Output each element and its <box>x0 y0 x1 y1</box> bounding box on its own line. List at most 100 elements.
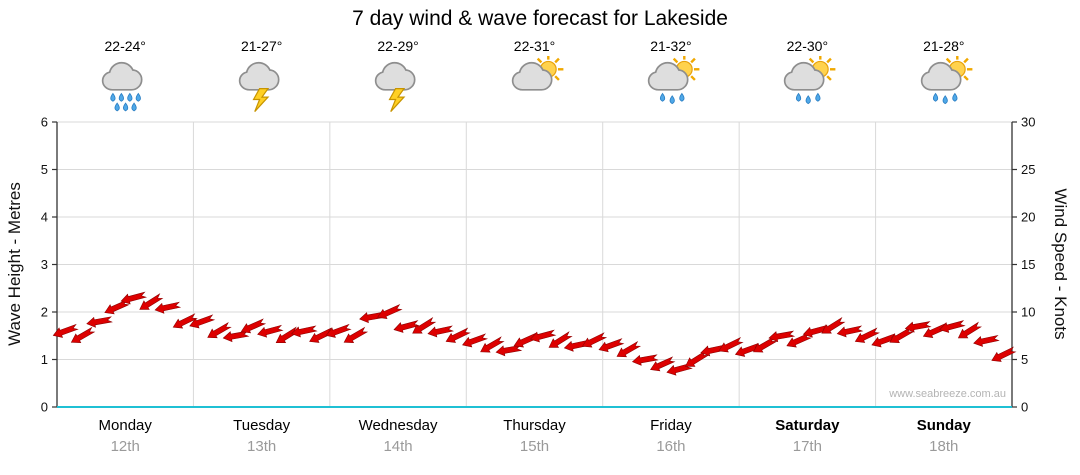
wind-arrow <box>291 325 318 338</box>
day-axis-item: Sunday 18th <box>874 417 1014 455</box>
day-column: 22-31° <box>475 38 595 114</box>
cloud <box>920 61 962 91</box>
temperature-range: 21-27° <box>240 38 283 54</box>
day-date: 12th <box>110 438 140 455</box>
right-tick-label: 10 <box>1021 305 1035 320</box>
wind-arrow <box>582 332 608 348</box>
wind-arrow <box>240 318 267 334</box>
wind-arrow <box>957 321 982 339</box>
day-date: 14th <box>383 438 413 455</box>
wind-arrow <box>427 325 455 338</box>
cloud <box>511 61 553 91</box>
wind-arrow <box>904 321 932 333</box>
day-column: 21-27° <box>202 38 322 114</box>
wind-arrow <box>104 299 130 315</box>
day-date: 17th <box>792 438 822 455</box>
day-name: Tuesday <box>233 417 291 434</box>
wind-arrow <box>598 338 625 353</box>
day-name: Monday <box>98 417 152 434</box>
wind-arrow <box>495 344 523 357</box>
day-axis-item: Monday 12th <box>55 417 195 455</box>
cloud <box>647 61 689 91</box>
temperature-range: 22-30° <box>786 38 829 54</box>
sun <box>532 54 563 85</box>
temperature-range: 22-31° <box>513 38 556 54</box>
storm-icon <box>374 61 416 112</box>
wind-arrow <box>548 331 573 348</box>
wind-arrow <box>377 304 403 319</box>
temperature-range: 22-24° <box>104 38 146 54</box>
weather-icon <box>338 56 458 114</box>
wind-arrow <box>172 313 198 329</box>
wind-arrow <box>325 323 352 338</box>
cloud <box>238 61 280 91</box>
day-date: 18th <box>929 438 959 455</box>
wind-arrow <box>684 350 710 367</box>
weather-icon <box>884 54 1004 114</box>
wind-arrow <box>889 326 914 343</box>
wind-arrow <box>139 293 164 310</box>
wind-arrow <box>412 316 437 334</box>
wind-arrow <box>52 323 79 338</box>
weather-icon <box>747 54 867 114</box>
weather-icon <box>65 56 185 114</box>
day-date: 15th <box>519 438 550 455</box>
cloud <box>102 61 143 91</box>
wind-arrow <box>189 314 216 329</box>
wind-arrow <box>871 333 898 348</box>
wind-arrow <box>752 336 778 353</box>
wind-arrow <box>836 325 864 338</box>
wind-arrow <box>222 330 250 343</box>
left-tick-label: 1 <box>41 352 48 367</box>
day-axis-item: Tuesday 13th <box>192 417 332 455</box>
day-axis-item: Thursday 15th <box>465 417 605 455</box>
weather-icon <box>202 56 322 114</box>
temperature-range: 21-32° <box>650 38 692 54</box>
day-axis-item: Friday 16th <box>601 417 741 455</box>
day-date: 13th <box>247 438 277 455</box>
weather-icon <box>611 54 731 114</box>
wind-arrow <box>529 329 557 343</box>
wind-arrow <box>445 327 471 343</box>
wind-arrow <box>207 321 232 339</box>
day-name: Saturday <box>775 417 840 434</box>
wind-arrow <box>631 354 659 366</box>
day-column: 21-32° <box>611 38 731 114</box>
wind-arrow <box>718 336 744 353</box>
right-tick-label: 20 <box>1021 210 1035 225</box>
left-tick-label: 4 <box>41 210 48 225</box>
wind-arrow <box>939 320 966 333</box>
wind-arrow <box>70 326 96 343</box>
right-tick-label: 25 <box>1021 162 1035 177</box>
left-tick-label: 2 <box>41 305 48 320</box>
left-tick-label: 0 <box>41 400 48 415</box>
wind-arrow <box>786 332 812 348</box>
lightning <box>388 88 406 112</box>
wind-arrow <box>991 346 1017 362</box>
wind-arrow <box>821 316 846 334</box>
chart-title: 7 day wind & wave forecast for Lakeside <box>352 7 728 30</box>
temperature-range: 22-29° <box>377 38 419 54</box>
right-tick-label: 0 <box>1021 400 1028 415</box>
storm-icon <box>238 61 280 112</box>
sun-cloud-rain-icon <box>920 54 973 105</box>
wind-arrow <box>854 327 880 343</box>
right-tick-label: 15 <box>1021 257 1035 272</box>
watermark: www.seabreeze.com.au <box>889 388 1006 400</box>
day-column: 22-30° <box>747 38 867 114</box>
wind-arrow <box>257 324 284 338</box>
day-name: Friday <box>650 417 692 434</box>
wind-arrow <box>973 334 1000 347</box>
day-column: 21-28° <box>884 38 1004 114</box>
day-name: Sunday <box>916 417 971 434</box>
wind-arrow <box>768 330 796 343</box>
sun-cloud-rain-icon <box>647 54 700 105</box>
day-axis-item: Wednesday 14th <box>328 417 468 455</box>
right-tick-label: 5 <box>1021 352 1028 367</box>
day-name: Wednesday <box>358 417 438 434</box>
wind-arrow <box>343 326 369 343</box>
wind-arrow <box>154 301 182 314</box>
left-tick-label: 6 <box>41 115 48 130</box>
